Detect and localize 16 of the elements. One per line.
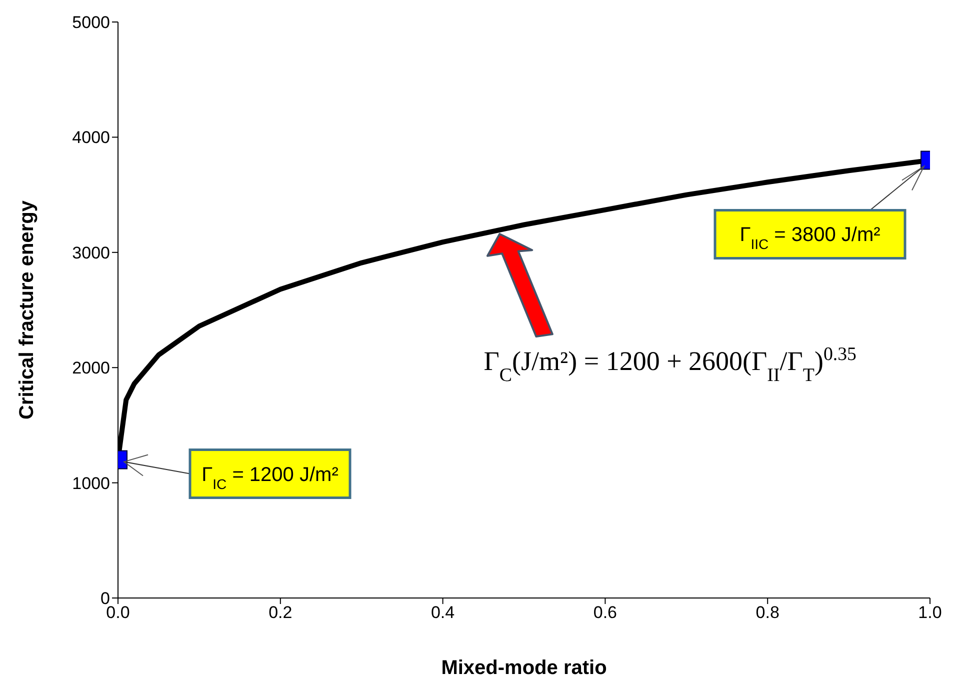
y-tick-label: 5000: [72, 13, 110, 32]
y-tick-label: 3000: [72, 243, 110, 262]
annotation: Γ$_{IC}$ = 1200 J/m²: [202, 464, 339, 492]
y-tick-label: 1000: [72, 474, 110, 493]
y-tick-label: 2000: [72, 358, 110, 378]
x-tick-label: 0.2: [268, 603, 292, 622]
annotation: Γ$_{C}$(J/m²) = 1200 + 2600(Γ$_{II}$/Γ$_{T}$)$^{0.35}$: [484, 343, 857, 386]
x-tick-label: 1.0: [918, 603, 942, 622]
annotation: Γ$_{IIC}$ = 3800 J/m²: [740, 224, 881, 252]
x-axis-title: Mixed-mode ratio: [441, 657, 607, 679]
x-tick-label: 0.8: [756, 603, 780, 622]
x-tick-label: 0.6: [593, 603, 618, 622]
y-axis-title: Critical fracture energy: [16, 200, 38, 420]
x-tick-label: 0.4: [430, 603, 455, 622]
x-tick-label: 0.0: [106, 603, 130, 622]
y-tick-label: 4000: [72, 128, 110, 148]
